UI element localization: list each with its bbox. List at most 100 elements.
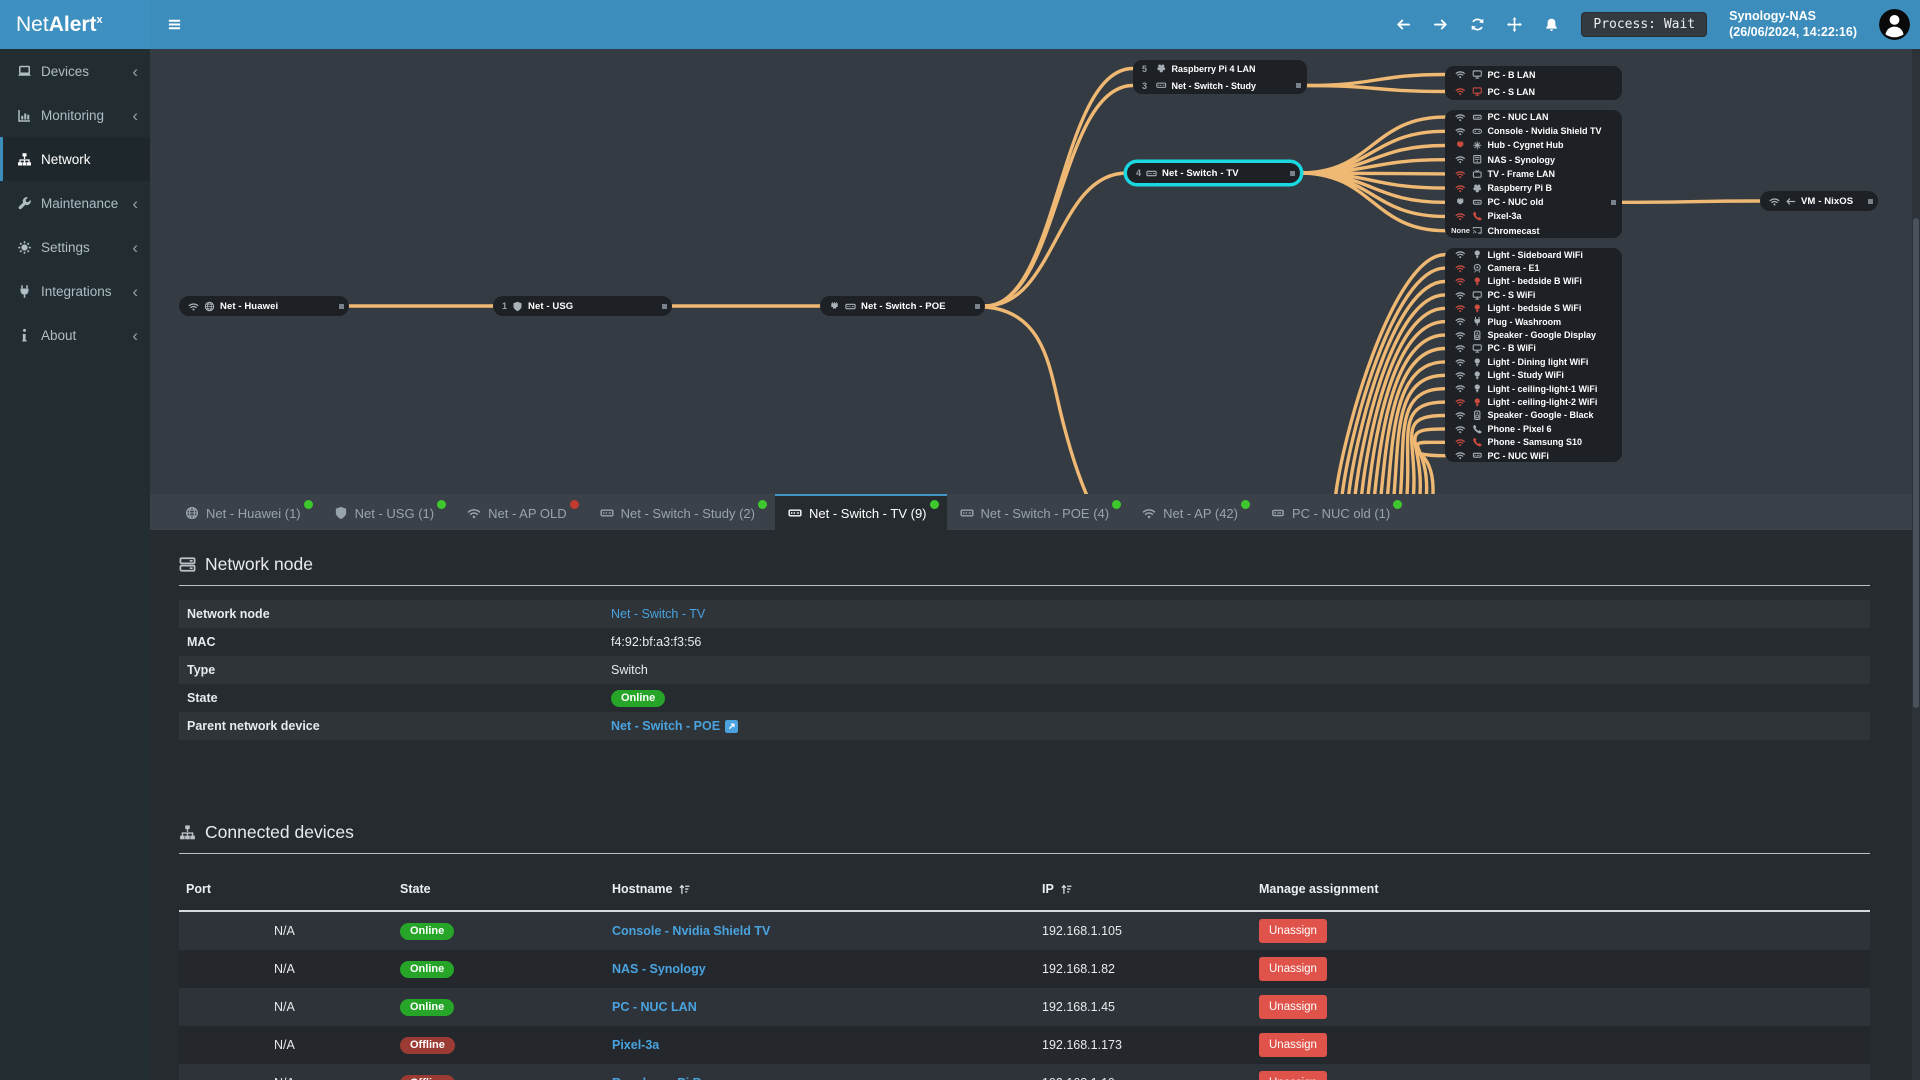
field-link[interactable]: Net - Switch - TV	[611, 607, 706, 621]
tab-pc-nuc-old-1-[interactable]: PC - NUC old (1)	[1258, 494, 1410, 530]
hostname-link[interactable]: Raspberry Pi B	[612, 1076, 702, 1080]
sort-icon[interactable]	[678, 883, 691, 896]
topology-node-poe[interactable]: Net - Switch - POE	[820, 296, 985, 316]
nav-forward-icon[interactable]	[1433, 17, 1448, 32]
topology-device-row[interactable]: PC - B LAN	[1445, 66, 1622, 83]
hostname-link[interactable]: Console - Nvidia Shield TV	[612, 924, 771, 938]
scrollbar[interactable]	[1912, 49, 1920, 1080]
refresh-icon[interactable]	[1470, 17, 1485, 32]
device-status	[1454, 86, 1467, 97]
topology-node-usg[interactable]: 1 Net - USG	[493, 296, 672, 316]
topology-device-row[interactable]: NAS - Synology	[1445, 153, 1622, 167]
tab-net-huawei-1-[interactable]: Net - Huawei (1)	[172, 494, 321, 530]
device-label: Camera - E1	[1487, 263, 1540, 274]
topology-device-row[interactable]: None Chromecast	[1445, 224, 1622, 238]
topology-device-row[interactable]: 5 Raspberry Pi 4 LAN	[1133, 60, 1307, 77]
sidebar-item-about[interactable]: About ‹	[0, 313, 150, 357]
pc-icon	[1472, 450, 1483, 461]
nav-back-icon[interactable]	[1396, 17, 1411, 32]
topology-device-row[interactable]: 3 Net - Switch - Study	[1133, 77, 1307, 94]
topology-node-tv[interactable]: 4 Net - Switch - TV	[1127, 163, 1300, 183]
topology-device-row[interactable]: Plug - Washroom	[1445, 315, 1622, 328]
topology-device-row[interactable]: PC - S LAN	[1445, 83, 1622, 100]
bulb-icon	[1472, 276, 1483, 287]
tab-label: Net - AP OLD	[488, 505, 567, 521]
unassign-button[interactable]: Unassign	[1259, 995, 1327, 1019]
hostname-link[interactable]: NAS - Synology	[612, 962, 706, 976]
topology-device-row[interactable]: Light - Sideboard WiFi	[1445, 248, 1622, 261]
chevron-left-icon: ‹	[132, 193, 138, 213]
hostname-link[interactable]: Pixel-3a	[612, 1038, 660, 1052]
topology-device-row[interactable]: Light - bedside B WiFi	[1445, 275, 1622, 288]
column-header-hostname[interactable]: Hostname	[605, 882, 1035, 896]
unassign-button[interactable]: Unassign	[1259, 957, 1327, 981]
device-status	[1454, 276, 1467, 287]
sidebar-item-monitoring[interactable]: Monitoring ‹	[0, 93, 150, 137]
sidebar-item-settings[interactable]: Settings ‹	[0, 225, 150, 269]
topology-device-row[interactable]: Phone - Samsung S10	[1445, 435, 1622, 448]
topology-device-row[interactable]: PC - NUC WiFi	[1445, 449, 1622, 462]
topology-device-row[interactable]: Light - ceiling-light-1 WiFi	[1445, 382, 1622, 395]
tab-label: Net - AP (42)	[1163, 505, 1238, 521]
raspberry-icon	[1472, 183, 1483, 194]
topology-device-row[interactable]: PC - S WiFi	[1445, 288, 1622, 301]
device-status	[1454, 211, 1467, 222]
cell-state: Offline	[393, 1074, 605, 1080]
online-wifi-icon	[1455, 112, 1466, 123]
bulb-icon	[1472, 249, 1483, 260]
unassign-button[interactable]: Unassign	[1259, 1033, 1327, 1057]
topology-device-row[interactable]: PC - NUC LAN	[1445, 110, 1622, 124]
sidebar-item-network[interactable]: Network	[0, 137, 150, 181]
app-logo[interactable]: Net Alert x	[0, 0, 150, 49]
switch-icon	[959, 506, 974, 520]
field-link[interactable]: Net - Switch - POE	[611, 719, 721, 733]
avatar[interactable]	[1879, 9, 1910, 40]
hostname-link[interactable]: PC - NUC LAN	[612, 1000, 697, 1014]
topology-device-row[interactable]: Light - Study WiFi	[1445, 369, 1622, 382]
external-link-icon[interactable]	[725, 719, 739, 733]
tab-net-ap-42-[interactable]: Net - AP (42)	[1129, 494, 1258, 530]
topology-device-row[interactable]: Console - Nvidia Shield TV	[1445, 124, 1622, 138]
offline-wifi-icon	[1455, 276, 1466, 287]
move-icon[interactable]	[1507, 17, 1523, 32]
topology-device-row[interactable]: Speaker - Google Display	[1445, 328, 1622, 341]
topology-block-study: 5 Raspberry Pi 4 LAN 3 Net - Switch - Study	[1133, 60, 1307, 94]
topology-node-huawei[interactable]: Net - Huawei	[179, 296, 349, 316]
topology-device-row[interactable]: TV - Frame LAN	[1445, 167, 1622, 181]
topology-device-row[interactable]: Raspberry Pi B	[1445, 181, 1622, 195]
cell-manage: Unassign	[1252, 1071, 1870, 1080]
topology-device-row[interactable]: Phone - Pixel 6	[1445, 422, 1622, 435]
connector-handle	[339, 303, 344, 309]
topology-device-row[interactable]: Hub - Cygnet Hub	[1445, 138, 1622, 152]
topology-device-row[interactable]: PC - B WiFi	[1445, 342, 1622, 355]
sidebar-toggle-icon[interactable]	[167, 17, 182, 32]
ethernet-icon	[829, 301, 840, 312]
topology-device-row[interactable]: Light - bedside S WiFi	[1445, 302, 1622, 315]
tab-net-switch-tv-9-[interactable]: Net - Switch - TV (9)	[775, 494, 947, 530]
scrollbar-thumb[interactable]	[1913, 218, 1919, 708]
notifications-bell-icon[interactable]	[1544, 17, 1559, 32]
tab-net-switch-poe-4-[interactable]: Net - Switch - POE (4)	[947, 494, 1130, 530]
tab-net-usg-1-[interactable]: Net - USG (1)	[321, 494, 454, 530]
topology-device-row[interactable]: Pixel-3a	[1445, 209, 1622, 223]
device-status	[1454, 303, 1467, 314]
topology-device-row[interactable]: Light - Dining light WiFi	[1445, 355, 1622, 368]
sidebar-item-integrations[interactable]: Integrations ‹	[0, 269, 150, 313]
topology-device-row[interactable]: Light - ceiling-light-2 WiFi	[1445, 395, 1622, 408]
topology-device-row[interactable]: Speaker - Google - Black	[1445, 409, 1622, 422]
field-label: MAC	[187, 635, 216, 649]
topology-node-vm[interactable]: VM - NixOS	[1760, 191, 1878, 211]
tab-net-ap-old[interactable]: Net - AP OLD	[454, 494, 587, 530]
column-header-ip[interactable]: IP	[1035, 882, 1252, 896]
sort-icon[interactable]	[1060, 883, 1073, 896]
topology-device-row[interactable]: PC - NUC old	[1445, 195, 1622, 209]
device-label: Chromecast	[1487, 225, 1540, 236]
sidebar-item-maintenance[interactable]: Maintenance ‹	[0, 181, 150, 225]
node-label: Net - Switch - POE	[861, 300, 946, 312]
topology-device-row[interactable]: Camera - E1	[1445, 261, 1622, 274]
table-row: N/A Offline Raspberry Pi B 192.168.1.19 Unas…	[179, 1064, 1870, 1080]
tab-net-switch-study-2-[interactable]: Net - Switch - Study (2)	[587, 494, 775, 530]
unassign-button[interactable]: Unassign	[1259, 1071, 1327, 1080]
unassign-button[interactable]: Unassign	[1259, 919, 1327, 943]
sidebar-item-devices[interactable]: Devices ‹	[0, 49, 150, 93]
